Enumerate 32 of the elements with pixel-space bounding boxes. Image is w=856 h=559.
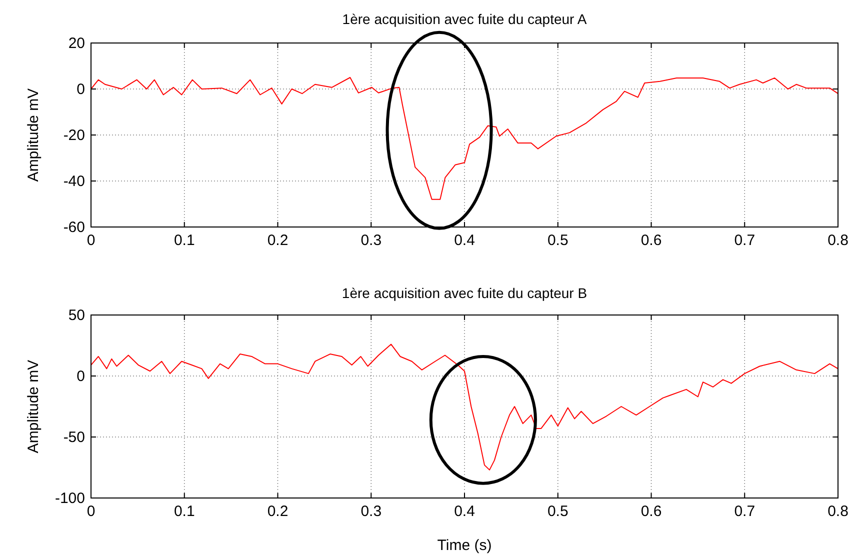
- y-tick-label: 0: [76, 81, 85, 98]
- x-axis-title: Time (s): [437, 537, 492, 554]
- y-tick-label: -60: [63, 219, 85, 236]
- y-tick-label: -20: [63, 127, 85, 144]
- chart-title: 1ère acquisition avec fuite du capteur B: [342, 285, 588, 301]
- x-tick-label: 0.1: [174, 503, 195, 520]
- y-tick-label: -100: [54, 490, 85, 507]
- x-tick-label: 0.6: [640, 232, 662, 249]
- x-tick-label: 0.4: [454, 503, 475, 520]
- x-tick-label: 0.2: [267, 232, 288, 249]
- x-tick-label: 0.1: [174, 232, 195, 249]
- x-tick-label: 0.7: [734, 232, 756, 249]
- y-axis-title: Amplitude mV: [25, 360, 42, 454]
- x-tick-label: 0.7: [734, 503, 756, 520]
- line-series: [90, 77, 838, 200]
- y-axis-title: Amplitude mV: [25, 88, 42, 182]
- x-tick-label: 0.3: [360, 503, 382, 520]
- y-tick-label: -40: [63, 173, 85, 190]
- x-tick-label: 0.2: [267, 503, 288, 520]
- y-tick-label: -50: [63, 429, 85, 446]
- x-tick-label: 0.4: [454, 232, 475, 249]
- line-series: [90, 344, 838, 470]
- x-tick-label: 0.3: [360, 232, 382, 249]
- x-tick-label: 0.5: [547, 232, 568, 249]
- x-tick-label: 0.5: [547, 503, 568, 520]
- y-tick-label: 50: [68, 307, 85, 324]
- x-tick-label: 0.8: [828, 503, 848, 520]
- chart-title: 1ère acquisition avec fuite du capteur A: [342, 11, 588, 27]
- y-tick-label: 20: [68, 35, 85, 52]
- x-tick-label: 0.8: [828, 232, 848, 249]
- x-tick-label: 0.6: [640, 503, 662, 520]
- y-tick-label: 0: [76, 368, 85, 385]
